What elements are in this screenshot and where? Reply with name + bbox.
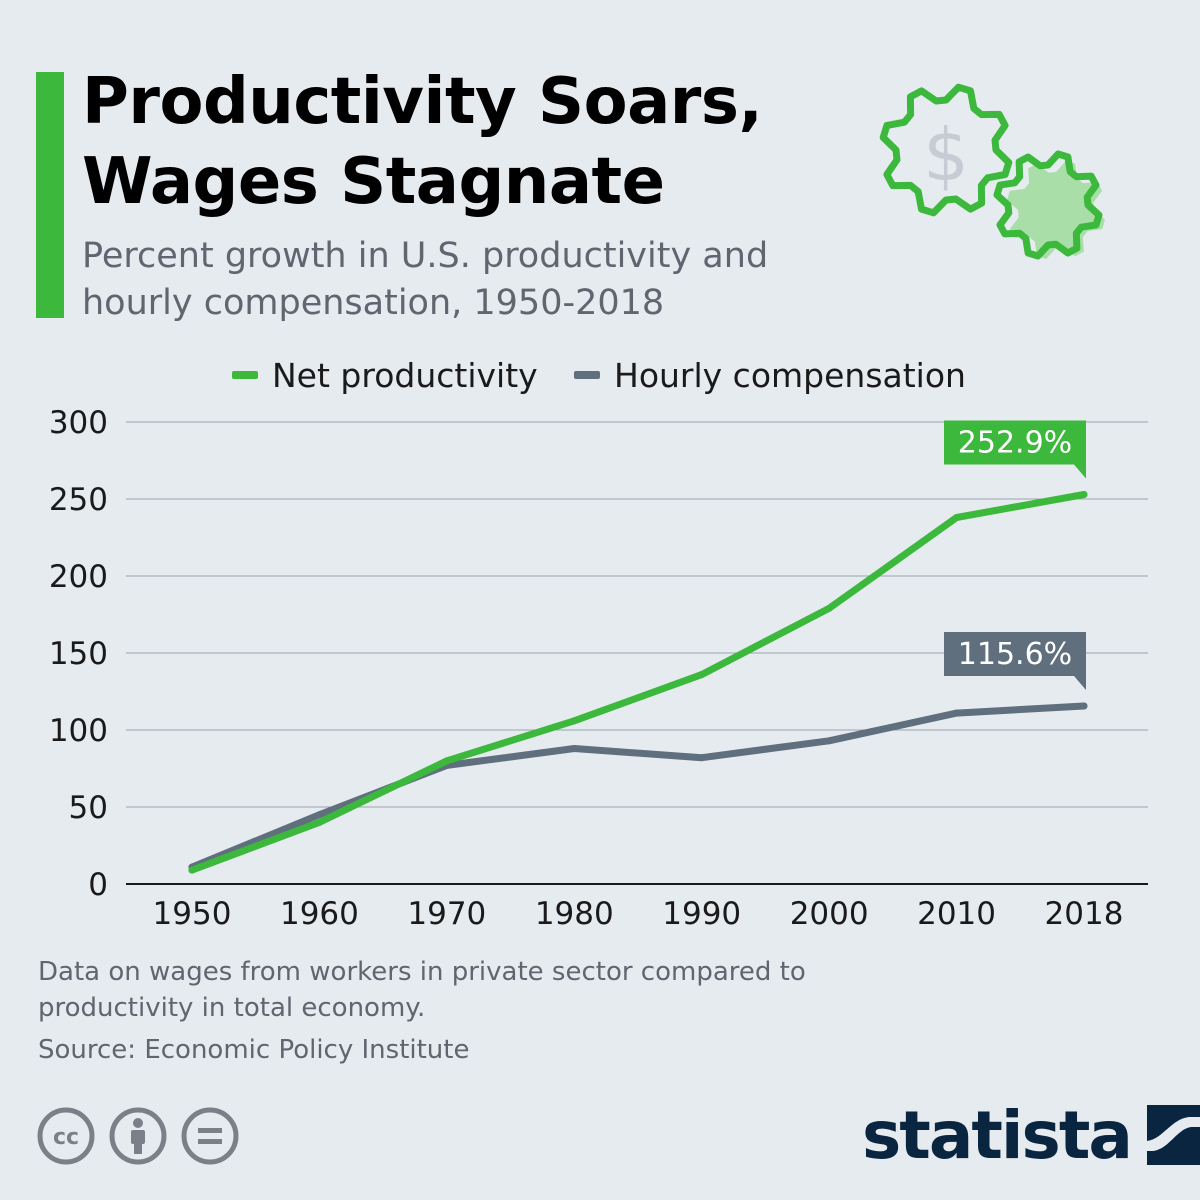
data-point-net-productivity-1970 (443, 757, 451, 765)
y-tick-label-100: 100 (49, 713, 108, 749)
x-tick-label-2010: 2010 (917, 896, 996, 932)
data-point-hourly-compensation-2018 (1080, 702, 1088, 710)
end-label-box-hourly-compensation (944, 631, 1086, 690)
x-tick-label-1970: 1970 (407, 896, 486, 932)
svg-text:cc: cc (53, 1125, 79, 1150)
series-line-net-productivity (188, 491, 1088, 874)
chart-subtitle: Percent growth in U.S. productivity and … (82, 236, 769, 323)
dollar-icon: $ (923, 113, 969, 197)
data-point-hourly-compensation-2010 (953, 709, 961, 717)
end-label-box-net-productivity (944, 420, 1086, 479)
brand-name: statista (862, 1096, 1133, 1174)
small-gear-fill (1007, 161, 1105, 259)
end-label-net-productivity: 252.9% (958, 426, 1072, 461)
y-tick-label-150: 150 (49, 636, 108, 672)
footnote: Data on wages from workers in private se… (38, 957, 806, 1023)
data-point-hourly-compensation-1980 (570, 744, 578, 752)
y-tick-label-300: 300 (49, 405, 108, 441)
x-tick-label-1990: 1990 (662, 896, 741, 932)
end-label-hourly-compensation: 115.6% (958, 637, 1072, 672)
line-chart: 0 50 100 150 200 250 300 1950 1960 1970 1980 1990 20… (49, 405, 1148, 932)
legend-item-hourly-compensation: Hourly compensation (574, 350, 966, 400)
data-point-net-productivity-1950 (188, 866, 196, 874)
x-tick-label-1950: 1950 (153, 896, 232, 932)
data-point-net-productivity-2000 (825, 604, 833, 612)
y-tick-label-0: 0 (88, 867, 108, 903)
data-point-hourly-compensation-2000 (825, 737, 833, 745)
legend-swatch-net-productivity (232, 371, 258, 379)
legend-swatch-hourly-compensation (574, 371, 600, 379)
chart-legend: Net productivity Hourly compensation (0, 350, 1200, 400)
y-tick-label-50: 50 (69, 790, 108, 826)
legend-item-net-productivity: Net productivity (232, 350, 538, 400)
gears-dollar-icon: $ (879, 83, 1105, 260)
license-icons: cc (37, 1107, 239, 1165)
legend-label-hourly-compensation: Hourly compensation (614, 355, 966, 395)
y-tick-label-200: 200 (49, 559, 108, 595)
data-point-net-productivity-2010 (953, 513, 961, 521)
no-derivatives-icon (181, 1107, 239, 1165)
data-point-net-productivity-2018 (1080, 491, 1088, 499)
data-point-hourly-compensation-1960 (315, 811, 323, 819)
data-point-net-productivity-1990 (698, 671, 706, 679)
creative-commons-icon: cc (37, 1107, 95, 1165)
x-tick-label-2000: 2000 (790, 896, 869, 932)
statista-logo-icon (1146, 1105, 1200, 1165)
small-gear-outline (993, 150, 1103, 260)
x-tick-label-1980: 1980 (535, 896, 614, 932)
x-tick-label-1960: 1960 (280, 896, 359, 932)
series-line-hourly-compensation (188, 702, 1088, 871)
x-tick-label-2018: 2018 (1045, 896, 1124, 932)
source-note: Source: Economic Policy Institute (38, 1035, 470, 1065)
y-tick-label-250: 250 (49, 482, 108, 518)
title-accent-bar (36, 72, 64, 318)
large-gear-outline (879, 83, 1013, 217)
data-point-net-productivity-1980 (570, 717, 578, 725)
data-point-hourly-compensation-1990 (698, 754, 706, 762)
legend-label-net-productivity: Net productivity (272, 355, 538, 395)
chart-title: Productivity Soars, Wages Stagnate (82, 65, 763, 219)
data-point-net-productivity-1960 (315, 818, 323, 826)
attribution-icon (109, 1107, 167, 1165)
statista-brand: statista (862, 1090, 1200, 1180)
